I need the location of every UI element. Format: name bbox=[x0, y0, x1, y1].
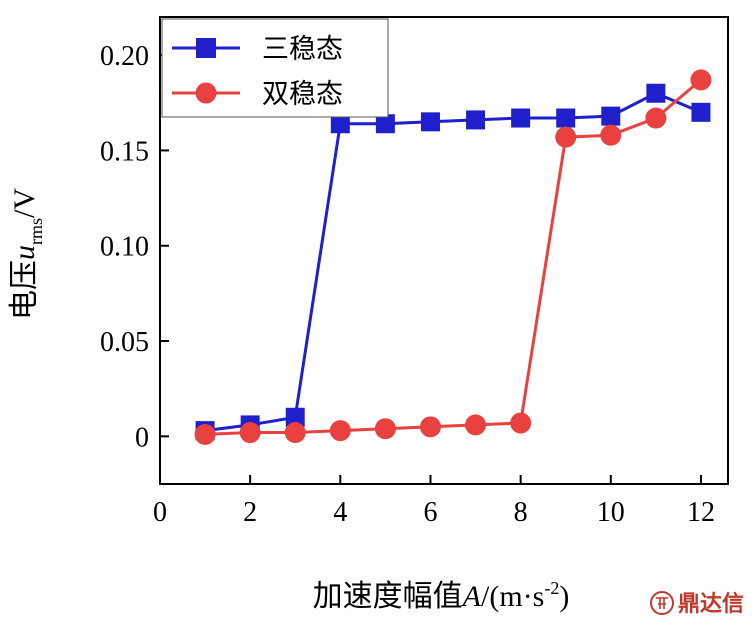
series-layer bbox=[194, 69, 712, 445]
series-2-point-5 bbox=[419, 416, 441, 438]
x-axis-label: 加速度幅值A/(m·s-2) bbox=[313, 578, 570, 613]
legend-entry-series-2: 双稳态 bbox=[172, 79, 343, 110]
x-tick-label-3: 6 bbox=[423, 497, 437, 528]
legend-entry-series-1: 三稳态 bbox=[172, 34, 343, 65]
series-2-point-9 bbox=[600, 124, 622, 146]
series-line-1 bbox=[204, 91, 702, 433]
y-tick-label-3: 0.15 bbox=[100, 136, 149, 167]
x-axis-ticks: 0 2 4 6 8 10 12 bbox=[153, 475, 715, 528]
logo-icon bbox=[650, 591, 674, 615]
series-2-point-10 bbox=[645, 107, 667, 129]
legend-label-series-2: 双稳态 bbox=[262, 79, 343, 110]
series-2-point-7 bbox=[510, 412, 532, 434]
series-2-point-4 bbox=[374, 418, 396, 440]
series-1-point-6 bbox=[466, 110, 486, 130]
x-tick-label-4: 8 bbox=[514, 497, 528, 528]
x-tick-label-0: 0 bbox=[153, 497, 167, 528]
watermark: 鼎达信 bbox=[650, 591, 744, 617]
x-tick-label-5: 10 bbox=[597, 497, 625, 528]
watermark-text: 鼎达信 bbox=[678, 591, 744, 617]
y-tick-label-4: 0.20 bbox=[100, 41, 149, 72]
series-1-point-9 bbox=[601, 106, 621, 126]
series-2-point-8 bbox=[555, 126, 577, 148]
series-2-point-2 bbox=[284, 422, 306, 444]
series-2-point-0 bbox=[194, 423, 216, 445]
x-tick-label-6: 12 bbox=[687, 497, 715, 528]
plot-frame bbox=[159, 16, 729, 485]
y-tick-label-2: 0.10 bbox=[100, 232, 149, 263]
logo-icon-glyph bbox=[656, 597, 668, 609]
y-axis-ticks: 0 0.05 0.10 0.15 0.20 bbox=[100, 41, 169, 453]
series-1-point-8 bbox=[556, 108, 576, 128]
legend-marker-series-2 bbox=[195, 82, 217, 104]
legend-label-series-1: 三稳态 bbox=[262, 34, 343, 65]
series-1-point-3 bbox=[330, 114, 350, 134]
y-tick-label-1: 0.05 bbox=[100, 327, 149, 358]
series-1-point-2 bbox=[285, 407, 305, 427]
series-line-2 bbox=[205, 78, 702, 436]
series-1-point-5 bbox=[420, 112, 440, 132]
series-2-point-6 bbox=[465, 414, 487, 436]
y-axis-label: 电压urms/V bbox=[8, 188, 46, 320]
series-1-point-7 bbox=[511, 108, 531, 128]
legend: 三稳态 双稳态 bbox=[161, 18, 389, 118]
series-1-point-4 bbox=[375, 114, 395, 134]
series-2-point-1 bbox=[239, 422, 261, 444]
series-2-point-11 bbox=[690, 69, 712, 91]
x-tick-label-2: 4 bbox=[333, 497, 347, 528]
series-1-point-10 bbox=[646, 83, 666, 103]
series-2-point-3 bbox=[329, 420, 351, 442]
y-tick-label-0: 0 bbox=[135, 422, 149, 453]
series-1-point-11 bbox=[691, 102, 711, 122]
x-tick-label-1: 2 bbox=[243, 497, 257, 528]
legend-marker-series-1 bbox=[196, 38, 216, 58]
